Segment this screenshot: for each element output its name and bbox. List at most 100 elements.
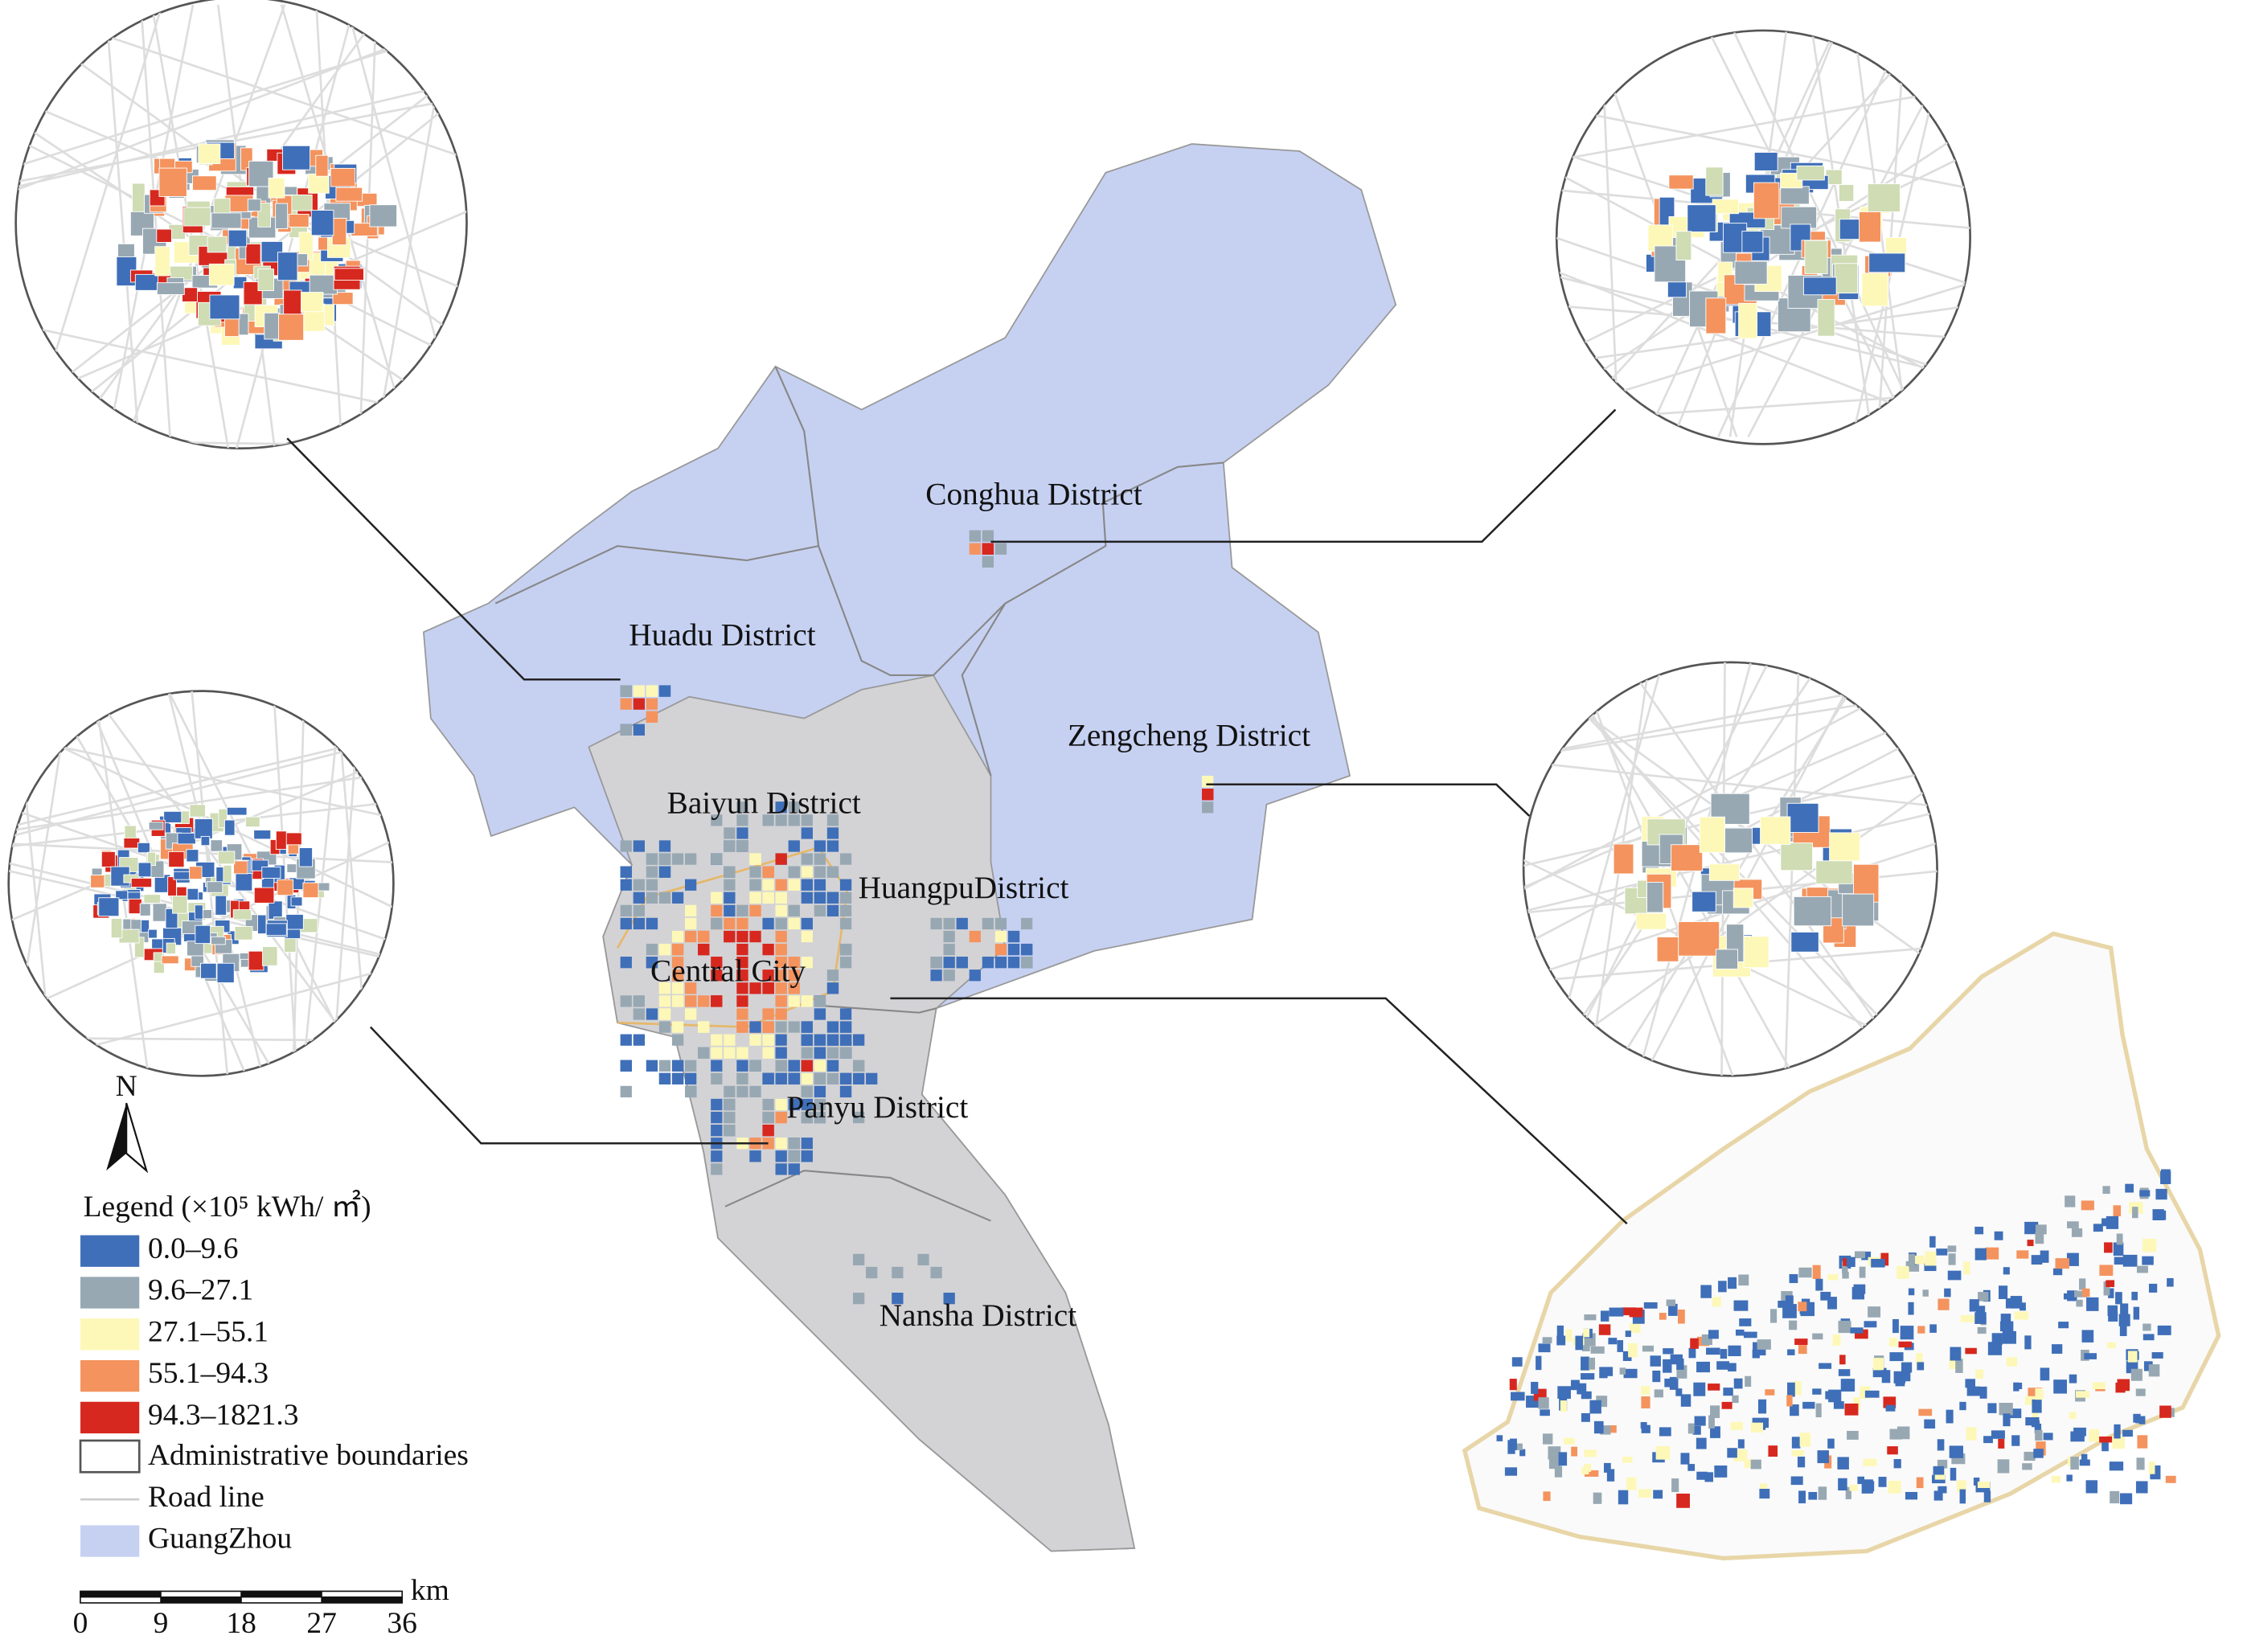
inset-block [1705,297,1727,334]
energy-cell [852,1060,865,1072]
energy-cell [658,892,671,904]
inset-block [1787,1349,1795,1355]
legend-swatch [80,1318,140,1351]
inset-block [1735,1329,1745,1336]
legend-label: Administrative boundaries [148,1439,469,1472]
district-boundary [774,366,820,547]
energy-cell [775,1047,787,1059]
inset-block [1949,1445,1963,1458]
energy-cell [762,969,774,982]
inset-block [1622,1307,1636,1316]
inset-block [1557,1386,1571,1399]
inset-block [1959,1489,1966,1504]
inset-block [332,292,354,305]
inset-block [1897,1265,1909,1279]
inset-block [2022,1463,2032,1470]
inset-block [1718,1281,1727,1293]
inset-block [275,830,287,850]
energy-cell [633,698,645,710]
inset-block [1598,1324,1611,1335]
energy-cell [724,879,736,891]
inset-block [2085,1480,2097,1494]
inset-block [1983,1490,1991,1502]
inset-block [1715,949,1739,969]
inset-block [290,896,303,907]
energy-cell [724,917,736,930]
energy-cell [814,879,826,891]
energy-cell [685,1072,697,1085]
inset-block [2108,1312,2118,1322]
inset-block [2070,1457,2079,1470]
inset-block [1791,1437,1801,1449]
leader-line [286,437,621,681]
energy-cell [658,840,671,852]
inset-block [123,837,141,849]
energy-cell [775,1072,787,1085]
inset-block [226,806,248,816]
inset-block [1785,1295,1794,1306]
inset-block [1854,1251,1866,1259]
scale-segment [80,1596,162,1604]
energy-cell [788,801,800,814]
scale-segment [160,1590,242,1598]
inset-block [2115,1292,2122,1305]
inset-block [2152,1210,2167,1220]
inset-block [309,274,338,295]
energy-cell [724,892,736,904]
inset-block [1863,1458,1877,1466]
inset-block [1918,1408,1933,1416]
inset-block [1871,1258,1885,1268]
inset-block [1929,1324,1937,1333]
inset-block [2157,1325,2171,1335]
energy-cell [788,1163,800,1175]
energy-cell [852,1253,865,1266]
inset-block [1889,1352,1904,1362]
inset-block [1720,1349,1728,1359]
inset-block [210,839,223,852]
inset-block [1790,1404,1799,1416]
inset-block [2024,1335,2032,1350]
inset-block [2139,1190,2151,1197]
inset-block [1680,1453,1690,1465]
inset-block [1828,1389,1842,1403]
leader-line [1206,783,1531,817]
inset-block [2125,1183,2134,1193]
energy-cell [839,1085,852,1098]
inset-block [2143,1238,2157,1252]
energy-cell [724,1085,736,1098]
inset-block [1839,184,1855,202]
inset-block [1753,152,1778,171]
inset-block [2040,1250,2049,1263]
inset-block [1590,1346,1605,1354]
inset-block [315,154,329,177]
inset-road [1625,662,1914,1076]
inset-block [2108,1288,2114,1298]
energy-cell [852,1293,865,1305]
inset-block [1599,1367,1608,1379]
energy-cell [711,917,723,930]
inset-block [1999,1402,2013,1416]
inset-block [2035,1388,2044,1400]
energy-cell [762,1034,774,1046]
inset-block [156,282,185,295]
inset-block [1859,211,1881,243]
inset-block [1721,1401,1732,1409]
inset-block [2024,1396,2037,1405]
inset-block [1834,263,1858,294]
energy-cell [633,685,645,697]
energy-cell [814,892,826,904]
inset-block [163,810,182,823]
inset-block [1837,1457,1849,1470]
inset-block [1864,1390,1880,1398]
inset-block [1845,1486,1851,1499]
inset-block [1820,1291,1831,1301]
inset-block [1861,1251,1872,1261]
inset-block [90,875,105,888]
inset-block [2106,1280,2115,1288]
district-label: Panyu District [786,1090,968,1125]
inset-block [1678,921,1720,957]
energy-cell [685,1060,697,1072]
energy-cell [762,982,774,994]
inset-block [1584,1470,1599,1477]
energy-cell [620,840,632,852]
